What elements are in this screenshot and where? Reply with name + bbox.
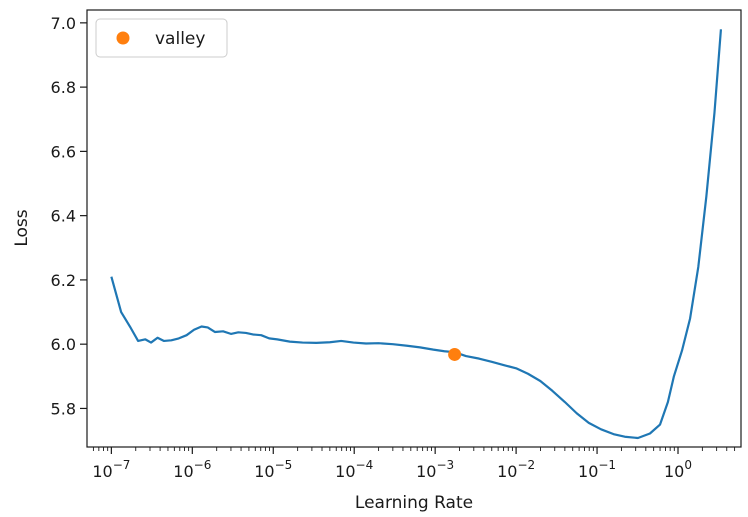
legend: valley	[95, 18, 228, 58]
axes-frame	[86, 9, 742, 448]
y-tick-label: 7.0	[51, 14, 76, 33]
x-tick-label: 10−5	[254, 458, 292, 481]
x-tick-label: 10−6	[173, 458, 211, 481]
x-axis-ticks: 10−7 10−6 10−5 10−4 10−3 10−2 10−1 100	[92, 447, 736, 481]
y-tick-label: 6.4	[51, 207, 76, 226]
x-tick-label: 10−4	[335, 458, 373, 481]
valley-marker	[448, 347, 462, 361]
y-tick-label: 5.8	[51, 399, 76, 418]
y-axis-ticks: 5.8 6.0 6.2 6.4 6.6 6.8 7.0	[51, 14, 87, 418]
x-tick-label: 10−7	[92, 458, 130, 481]
legend-valley-marker	[116, 31, 130, 45]
legend-box	[95, 18, 228, 58]
x-tick-label: 10−2	[497, 458, 535, 481]
plot-area: 10−7 10−6 10−5 10−4 10−3 10−2 10−1 100 5.8 6.0 6.…	[51, 9, 742, 481]
y-tick-label: 6.6	[51, 142, 76, 161]
x-tick-label: 100	[664, 458, 692, 481]
x-axis-label: Learning Rate	[355, 493, 473, 513]
x-tick-label: 10−3	[416, 458, 454, 481]
x-tick-label: 10−1	[578, 458, 616, 481]
y-axis-label: Loss	[12, 209, 32, 246]
y-tick-label: 6.0	[51, 335, 76, 354]
legend-label-valley: valley	[155, 29, 205, 49]
y-tick-label: 6.8	[51, 78, 76, 97]
y-tick-label: 6.2	[51, 271, 76, 290]
loss-series-line	[110, 29, 723, 440]
